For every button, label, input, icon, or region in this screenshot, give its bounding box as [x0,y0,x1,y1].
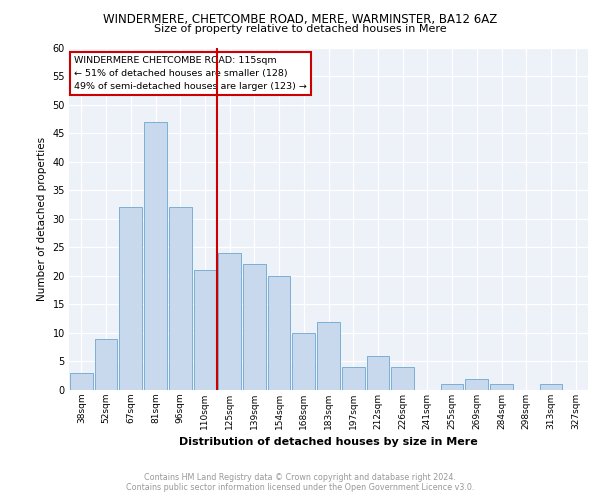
Text: WINDERMERE CHETCOMBE ROAD: 115sqm
← 51% of detached houses are smaller (128)
49%: WINDERMERE CHETCOMBE ROAD: 115sqm ← 51% … [74,56,307,92]
Bar [194,270,216,390]
Bar [70,373,93,390]
Bar [243,264,266,390]
Bar [441,384,463,390]
Bar [367,356,389,390]
Bar [95,338,118,390]
Bar [144,122,167,390]
Bar [342,367,365,390]
Bar [169,208,191,390]
Bar [391,367,414,390]
Bar [268,276,290,390]
Bar [490,384,513,390]
Bar [466,378,488,390]
Text: Contains HM Land Registry data © Crown copyright and database right 2024.
Contai: Contains HM Land Registry data © Crown c… [126,473,474,492]
Text: WINDERMERE, CHETCOMBE ROAD, MERE, WARMINSTER, BA12 6AZ: WINDERMERE, CHETCOMBE ROAD, MERE, WARMIN… [103,12,497,26]
Text: Size of property relative to detached houses in Mere: Size of property relative to detached ho… [154,24,446,34]
Bar [317,322,340,390]
Y-axis label: Number of detached properties: Number of detached properties [37,136,47,301]
Bar [292,333,315,390]
Bar [119,208,142,390]
Bar [218,253,241,390]
Bar [539,384,562,390]
X-axis label: Distribution of detached houses by size in Mere: Distribution of detached houses by size … [179,438,478,448]
